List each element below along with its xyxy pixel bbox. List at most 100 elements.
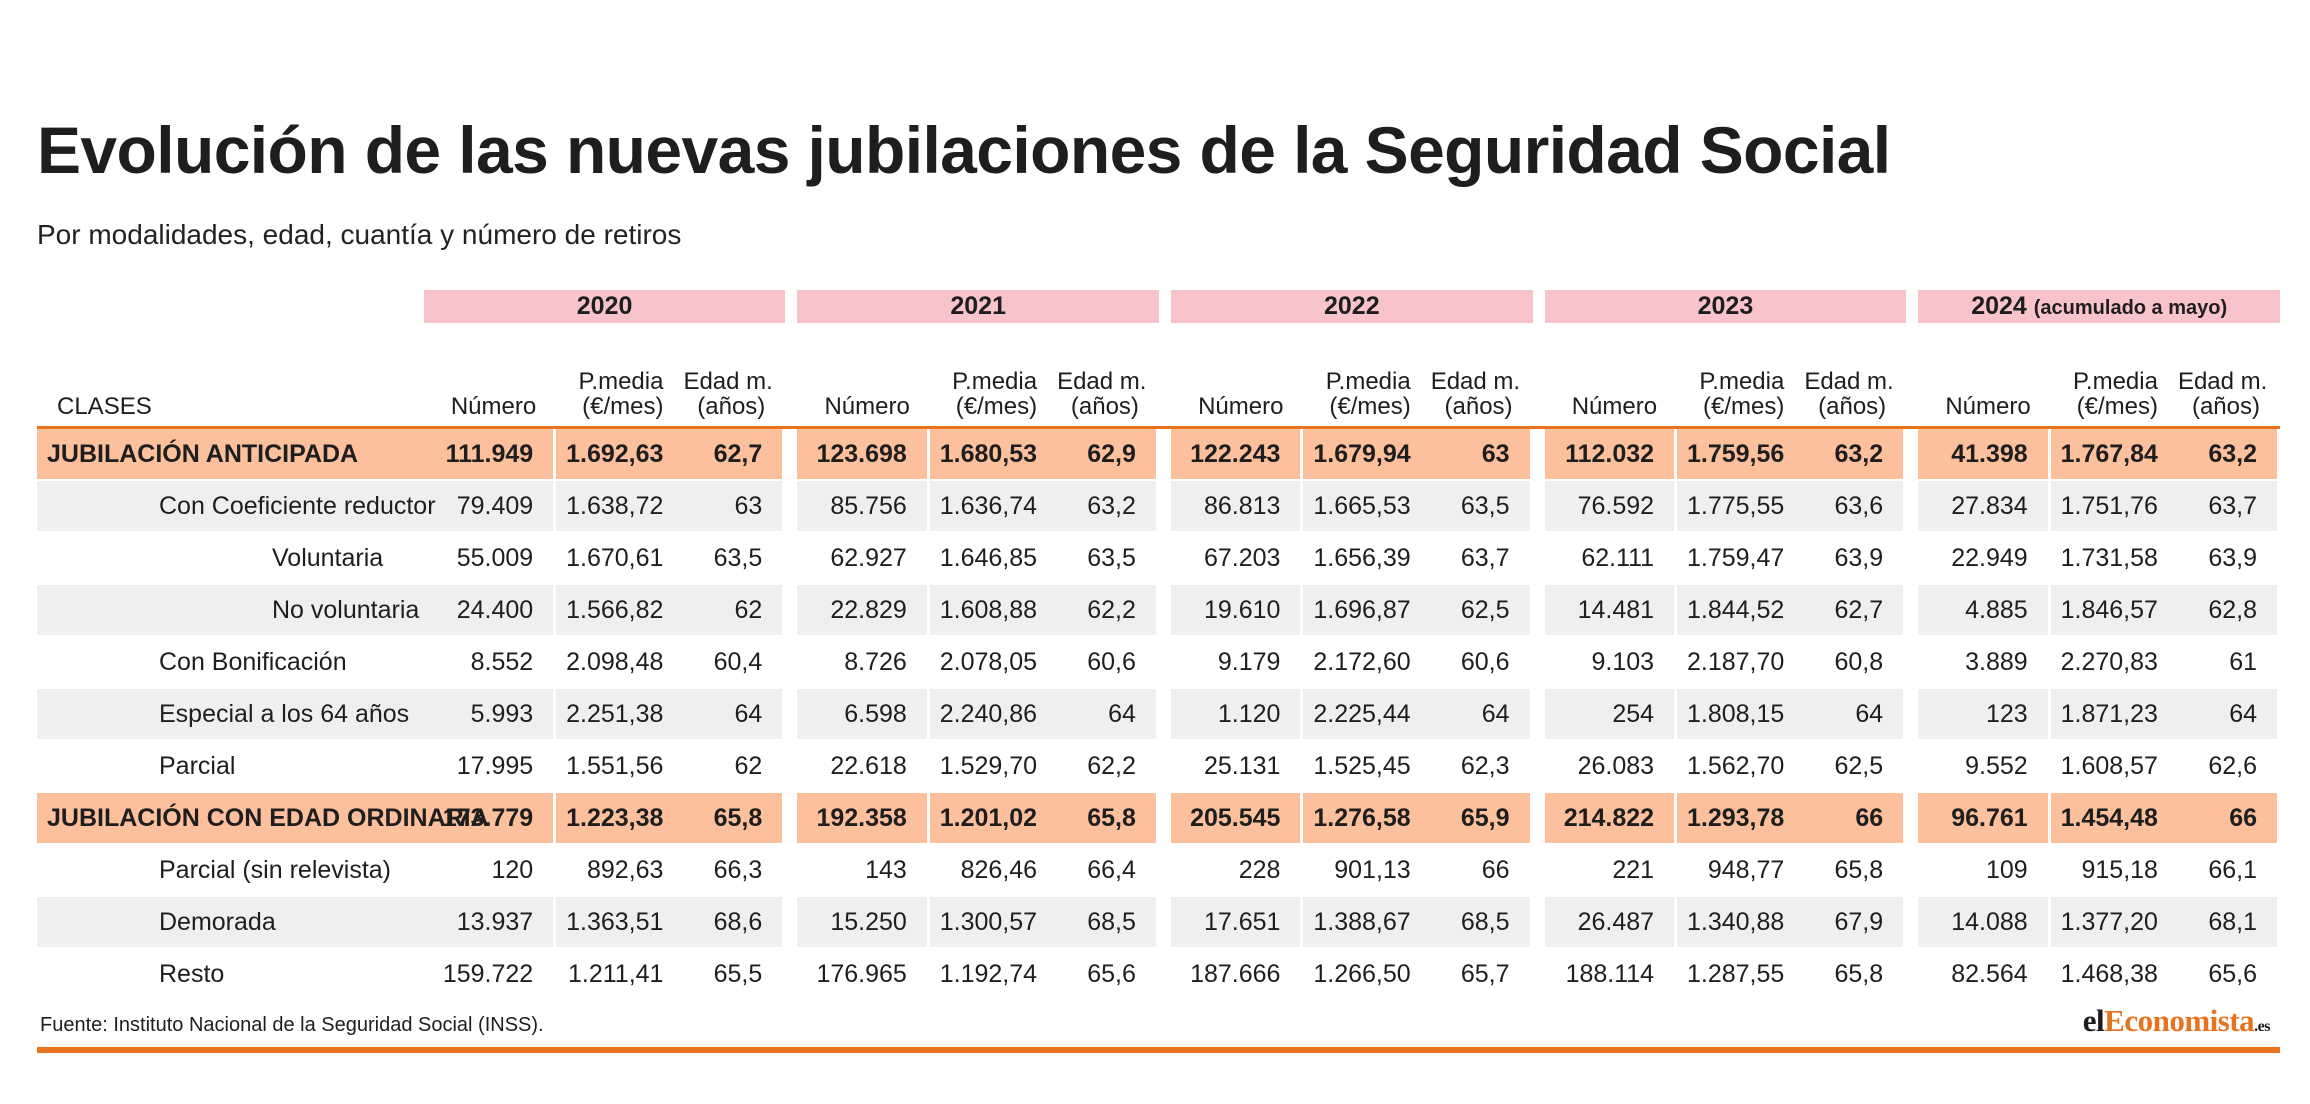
cell-edad: 64	[2177, 689, 2280, 741]
cell-edad: 63,2	[2177, 429, 2280, 481]
cell-edad: 60,6	[1057, 637, 1159, 689]
row-label: JUBILACIÓN ANTICIPADA	[37, 429, 424, 481]
cell-numero: 24.400	[423, 585, 557, 637]
cell-pmedia: 1.731,58	[2050, 533, 2178, 585]
pensions-table: 2020 2021 2022 2023 2024 (acumulado a ma…	[37, 290, 2280, 1001]
cell-pmedia: 1.871,23	[2050, 689, 2178, 741]
column-header-numero: Número	[1918, 336, 2051, 429]
year-header-2021: 2021	[797, 290, 1159, 323]
cell-numero: 8.552	[423, 637, 557, 689]
cell-numero: 192.358	[797, 793, 930, 845]
cell-pmedia: 1.767,84	[2050, 429, 2178, 481]
cell-edad: 63	[683, 481, 786, 533]
cell-edad: 63,5	[683, 533, 786, 585]
cell-numero: 19.610	[1171, 585, 1304, 637]
row-label: Voluntaria	[37, 533, 424, 585]
cell-pmedia: 892,63	[556, 845, 684, 897]
cell-numero: 159.722	[423, 949, 557, 1001]
column-header-pmedia: P.media (€/mes)	[556, 336, 684, 429]
column-header-pmedia: P.media (€/mes)	[929, 336, 1058, 429]
cell-numero: 221	[1544, 845, 1678, 897]
cell-edad: 66	[2177, 793, 2280, 845]
cell-numero: 187.666	[1171, 949, 1304, 1001]
cell-edad: 62,6	[2177, 741, 2280, 793]
cell-numero: 122.243	[1171, 429, 1304, 481]
cell-edad: 62,2	[1057, 585, 1159, 637]
cell-edad: 66,3	[683, 845, 786, 897]
cell-pmedia: 2.240,86	[929, 689, 1058, 741]
cell-edad: 62,2	[1057, 741, 1159, 793]
column-header-edad: Edad m. (años)	[1430, 336, 1533, 429]
bottom-rule	[37, 1047, 2280, 1053]
category-row: JUBILACIÓN CON EDAD ORDINARIA 173.779 1.22…	[37, 793, 2280, 845]
cell-numero: 123	[1918, 689, 2051, 741]
cell-numero: 76.592	[1544, 481, 1678, 533]
cell-numero: 3.889	[1918, 637, 2051, 689]
cell-pmedia: 1.276,58	[1303, 793, 1431, 845]
cell-pmedia: 1.759,47	[1677, 533, 1805, 585]
cell-edad: 62,5	[1804, 741, 1907, 793]
column-header-pmedia: P.media (€/mes)	[1303, 336, 1431, 429]
cell-pmedia: 2.225,44	[1303, 689, 1431, 741]
cell-numero: 1.120	[1171, 689, 1304, 741]
cell-edad: 63,7	[1430, 533, 1533, 585]
table-row: Especial a los 64 años 5.993 2.251,38 64 6.5…	[37, 689, 2280, 741]
cell-numero: 8.726	[797, 637, 930, 689]
table-row: Parcial 17.995 1.551,56 62 22.618 1.529,70 62,…	[37, 741, 2280, 793]
cell-pmedia: 1.192,74	[929, 949, 1058, 1001]
cell-pmedia: 1.751,76	[2050, 481, 2178, 533]
row-label: Especial a los 64 años	[37, 689, 424, 741]
cell-numero: 67.203	[1171, 533, 1304, 585]
cell-edad: 64	[683, 689, 786, 741]
cell-numero: 176.965	[797, 949, 930, 1001]
cell-numero: 13.937	[423, 897, 557, 949]
year-header-2022: 2022	[1171, 290, 1533, 323]
cell-numero: 228	[1171, 845, 1304, 897]
column-header-numero: Número	[423, 336, 557, 429]
table-row: Con Coeficiente reductor 79.409 1.638,72 63…	[37, 481, 2280, 533]
cell-pmedia: 1.363,51	[556, 897, 684, 949]
cell-numero: 22.829	[797, 585, 930, 637]
cell-numero: 15.250	[797, 897, 930, 949]
cell-numero: 143	[797, 845, 930, 897]
column-header-numero: Número	[797, 336, 930, 429]
page-title: Evolución de las nuevas jubilaciones de …	[37, 113, 1891, 187]
cell-pmedia: 1.551,56	[556, 741, 684, 793]
cell-edad: 62,7	[683, 429, 786, 481]
cell-numero: 82.564	[1918, 949, 2051, 1001]
column-header-edad: Edad m. (años)	[1804, 336, 1907, 429]
cell-edad: 63	[1430, 429, 1533, 481]
cell-pmedia: 948,77	[1677, 845, 1805, 897]
cell-pmedia: 1.293,78	[1677, 793, 1805, 845]
page-subtitle: Por modalidades, edad, cuantía y número …	[37, 219, 682, 250]
cell-edad: 61	[2177, 637, 2280, 689]
category-row: JUBILACIÓN ANTICIPADA 111.949 1.692,63 62,7…	[37, 429, 2280, 481]
cell-pmedia: 1.638,72	[556, 481, 684, 533]
cell-numero: 112.032	[1544, 429, 1678, 481]
cell-numero: 9.103	[1544, 637, 1678, 689]
cell-numero: 9.552	[1918, 741, 2051, 793]
cell-edad: 62,8	[2177, 585, 2280, 637]
cell-pmedia: 1.608,57	[2050, 741, 2178, 793]
cell-pmedia: 1.266,50	[1303, 949, 1431, 1001]
table-row: No voluntaria 24.400 1.566,82 62 22.829 1.608…	[37, 585, 2280, 637]
table-row: Voluntaria 55.009 1.670,61 63,5 62.927 1.646,…	[37, 533, 2280, 585]
cell-numero: 26.487	[1544, 897, 1678, 949]
cell-pmedia: 1.377,20	[2050, 897, 2178, 949]
cell-pmedia: 2.078,05	[929, 637, 1058, 689]
cell-pmedia: 1.300,57	[929, 897, 1058, 949]
cell-numero: 14.481	[1544, 585, 1678, 637]
cell-pmedia: 1.844,52	[1677, 585, 1805, 637]
cell-pmedia: 1.670,61	[556, 533, 684, 585]
row-label: Demorada	[37, 897, 424, 949]
column-header-edad: Edad m. (años)	[1057, 336, 1159, 429]
cell-edad: 62	[683, 741, 786, 793]
cell-edad: 62,7	[1804, 585, 1907, 637]
row-label: Parcial	[37, 741, 424, 793]
cell-pmedia: 2.251,38	[556, 689, 684, 741]
year-note: (acumulado a mayo)	[2033, 297, 2228, 319]
cell-edad: 64	[1430, 689, 1533, 741]
cell-numero: 173.779	[423, 793, 557, 845]
cell-pmedia: 1.454,48	[2050, 793, 2178, 845]
cell-numero: 27.834	[1918, 481, 2051, 533]
